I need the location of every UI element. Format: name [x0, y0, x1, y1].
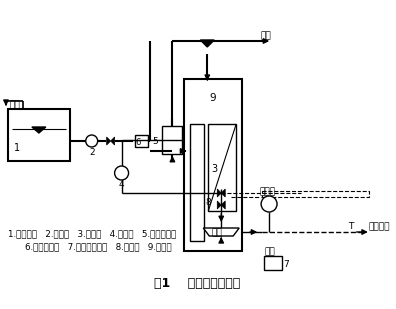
Bar	[162, 126, 183, 154]
Text: 1: 1	[14, 143, 20, 153]
Text: 8: 8	[205, 198, 211, 207]
Text: 7: 7	[283, 260, 289, 269]
Polygon shape	[221, 201, 225, 209]
Polygon shape	[32, 127, 46, 133]
Circle shape	[261, 196, 277, 212]
Bar	[262, 191, 369, 197]
Polygon shape	[221, 189, 225, 197]
Text: 6: 6	[135, 138, 141, 147]
Bar	[135, 135, 148, 147]
Text: 1.调节水箱   2.进水泵   3.膜组件   4.空压机   5.气体流量计: 1.调节水箱 2.进水泵 3.膜组件 4.空压机 5.气体流量计	[8, 229, 176, 238]
Circle shape	[86, 135, 98, 147]
Text: 取样: 取样	[211, 228, 222, 237]
Text: 压力表: 压力表	[259, 187, 275, 196]
Text: 污水: 污水	[10, 100, 21, 109]
Text: 5: 5	[152, 137, 158, 146]
Text: 2: 2	[89, 148, 95, 157]
Polygon shape	[110, 137, 114, 145]
Polygon shape	[107, 137, 110, 145]
Polygon shape	[217, 201, 221, 209]
Bar	[190, 124, 204, 241]
Circle shape	[114, 166, 129, 180]
Bar	[185, 79, 242, 251]
Text: 出水: 出水	[264, 247, 275, 256]
Text: 溢流: 溢流	[260, 31, 271, 40]
Text: 6.液位自控仪   7.出水自控装置   8.减压阀   9.反应器: 6.液位自控仪 7.出水自控装置 8.减压阀 9.反应器	[25, 242, 171, 251]
Polygon shape	[203, 228, 239, 236]
Text: 图1    试验装置及流程: 图1 试验装置及流程	[154, 277, 240, 290]
Bar	[8, 109, 70, 161]
Bar	[208, 124, 236, 211]
Polygon shape	[200, 40, 214, 47]
Text: 接水龙头: 接水龙头	[369, 222, 390, 231]
Polygon shape	[217, 189, 221, 197]
Bar	[264, 256, 282, 270]
Text: 3: 3	[211, 164, 217, 174]
Text: 9: 9	[209, 93, 216, 103]
Text: 4: 4	[118, 180, 124, 189]
Text: T: T	[348, 222, 353, 231]
